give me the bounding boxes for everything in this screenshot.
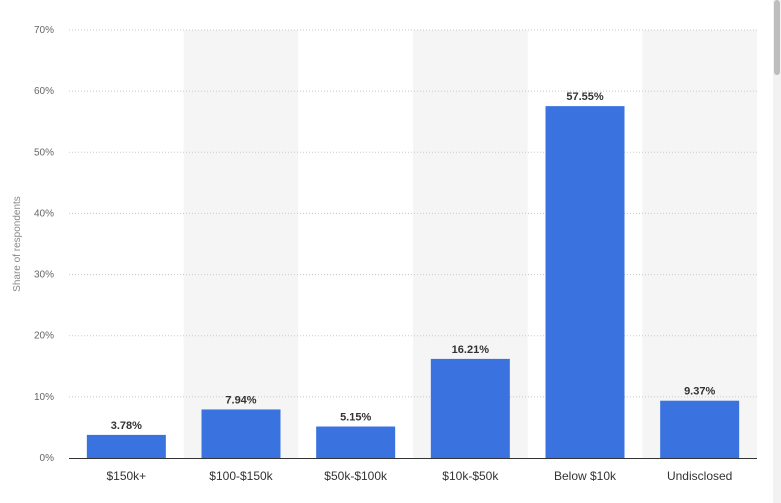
data-label: 5.15% xyxy=(340,412,371,424)
y-tick-label: 0% xyxy=(40,453,55,464)
y-tick-label: 50% xyxy=(34,147,54,158)
gridlines xyxy=(69,29,757,398)
x-tick-label: Below $10k xyxy=(554,469,617,483)
bar[interactable] xyxy=(660,400,740,458)
y-axis-title: Share of respondents xyxy=(12,196,23,292)
y-axis-ticks: 0% 10% 20% 30% 40% 50% 60% 70% xyxy=(34,25,54,464)
x-tick-label: $50k-$100k xyxy=(324,469,388,483)
alternating-bands xyxy=(183,30,757,458)
bar[interactable] xyxy=(316,426,396,458)
data-label: 9.37% xyxy=(684,386,715,398)
y-tick-label: 10% xyxy=(34,392,54,403)
data-label: 16.21% xyxy=(452,344,490,356)
x-tick-label: $10k-$50k xyxy=(442,469,499,483)
data-label: 7.94% xyxy=(225,394,256,406)
x-tick-label: $150k+ xyxy=(106,469,146,483)
x-axis-labels: $150k+ $100-$150k $50k-$100k $10k-$50k Below… xyxy=(106,469,732,483)
y-tick-label: 40% xyxy=(34,208,54,219)
bars xyxy=(86,106,740,458)
bar[interactable] xyxy=(86,434,166,458)
scrollbar-thumb[interactable] xyxy=(774,0,780,75)
data-label: 57.55% xyxy=(566,91,604,103)
y-tick-label: 70% xyxy=(34,25,54,36)
data-labels: 3.78% 7.94% 5.15% 16.21% 57.55% 9.37% xyxy=(111,91,716,432)
data-label: 3.78% xyxy=(111,420,142,432)
band-1 xyxy=(183,30,299,458)
y-tick-label: 60% xyxy=(34,86,54,97)
bar[interactable] xyxy=(201,409,281,458)
band-5 xyxy=(642,30,757,458)
scrollbar[interactable] xyxy=(773,0,781,503)
y-tick-label: 30% xyxy=(34,270,54,281)
x-tick-label: $100-$150k xyxy=(209,469,273,483)
bar[interactable] xyxy=(545,106,625,458)
bar[interactable] xyxy=(430,358,510,458)
y-tick-label: 20% xyxy=(34,331,54,342)
x-tick-label: Undisclosed xyxy=(667,469,732,483)
